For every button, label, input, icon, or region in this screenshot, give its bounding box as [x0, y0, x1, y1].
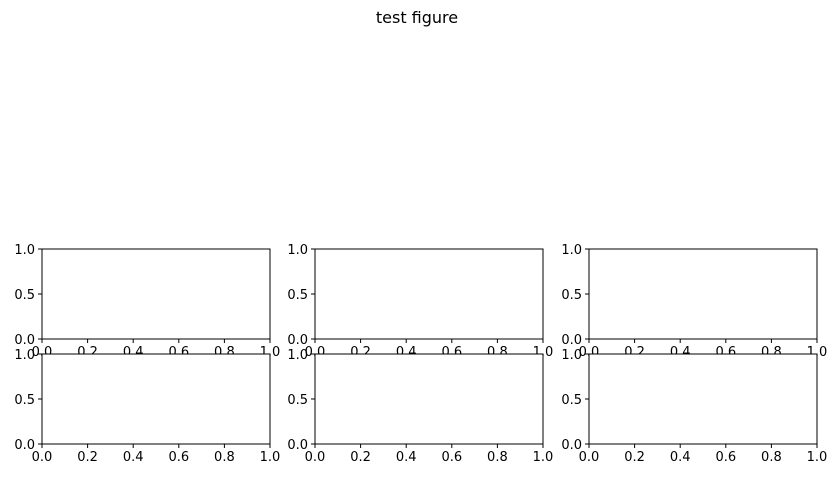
y-tick-label: 1.0	[14, 243, 35, 258]
y-tick-label: 1.0	[287, 348, 308, 363]
x-tick-label: 0.4	[670, 450, 691, 465]
x-tick-label: 0.6	[168, 450, 189, 465]
x-tick-label: 0.8	[487, 450, 508, 465]
axes-frame	[588, 248, 818, 340]
axes-frame	[314, 248, 544, 340]
figure-title: test figure	[376, 8, 458, 27]
y-tick-label: 0.5	[14, 288, 35, 303]
x-tick-label: 1.0	[260, 450, 281, 465]
y-tick-label: 1.0	[561, 348, 582, 363]
y-tick-label: 0.5	[287, 393, 308, 408]
x-tick-label: 0.2	[624, 450, 645, 465]
axes-frame	[314, 353, 544, 445]
subplot-2-3: 0.0 0.2 0.4 0.6 0.8 1.0 0.0 0.5 1.0	[561, 348, 827, 465]
y-tick-label: 1.0	[287, 243, 308, 258]
x-tick-label: 0.4	[396, 450, 417, 465]
axes-frame	[588, 353, 818, 445]
y-tick-label: 0.5	[561, 288, 582, 303]
y-tick-label: 0.5	[561, 393, 582, 408]
axes-frame	[41, 248, 271, 340]
x-tick-label: 0.0	[579, 450, 600, 465]
y-tick-label: 0.5	[14, 393, 35, 408]
x-tick-label: 1.0	[533, 450, 554, 465]
subplot-2-2: 0.0 0.2 0.4 0.6 0.8 1.0 0.0 0.5 1.0	[287, 348, 553, 465]
axes-frame	[41, 353, 271, 445]
x-tick-label: 0.4	[123, 450, 144, 465]
y-tick-label: 0.0	[14, 438, 35, 453]
x-tick-label: 0.0	[305, 450, 326, 465]
subplot-1-2: 0.0 0.2 0.4 0.6 0.8 1.00.00.51.0	[287, 243, 553, 360]
y-tick-label: 0.0	[561, 438, 582, 453]
y-tick-label: 0.5	[287, 288, 308, 303]
y-tick-label: 0.0	[14, 333, 35, 348]
y-tick-label: 0.0	[287, 333, 308, 348]
x-tick-label: 0.6	[715, 450, 736, 465]
subplots-grid: 0.0 0.2 0.4 0.6 0.8 1.00.00.51.00.0 0.2 0.4 0.6 0…	[14, 243, 827, 465]
x-tick-label: 0.8	[761, 450, 782, 465]
x-tick-label: 1.0	[807, 450, 828, 465]
x-tick-label: 0.0	[32, 450, 53, 465]
subplot-2-1: 0.0 0.2 0.4 0.6 0.8 1.0 0.0 0.5 1.0	[14, 348, 280, 465]
x-tick-label: 0.2	[350, 450, 371, 465]
x-tick-label: 0.6	[441, 450, 462, 465]
x-tick-label: 0.2	[77, 450, 98, 465]
x-tick-label: 0.8	[214, 450, 235, 465]
y-tick-label: 0.0	[561, 333, 582, 348]
y-tick-label: 1.0	[14, 348, 35, 363]
y-tick-label: 1.0	[561, 243, 582, 258]
y-tick-label: 0.0	[287, 438, 308, 453]
